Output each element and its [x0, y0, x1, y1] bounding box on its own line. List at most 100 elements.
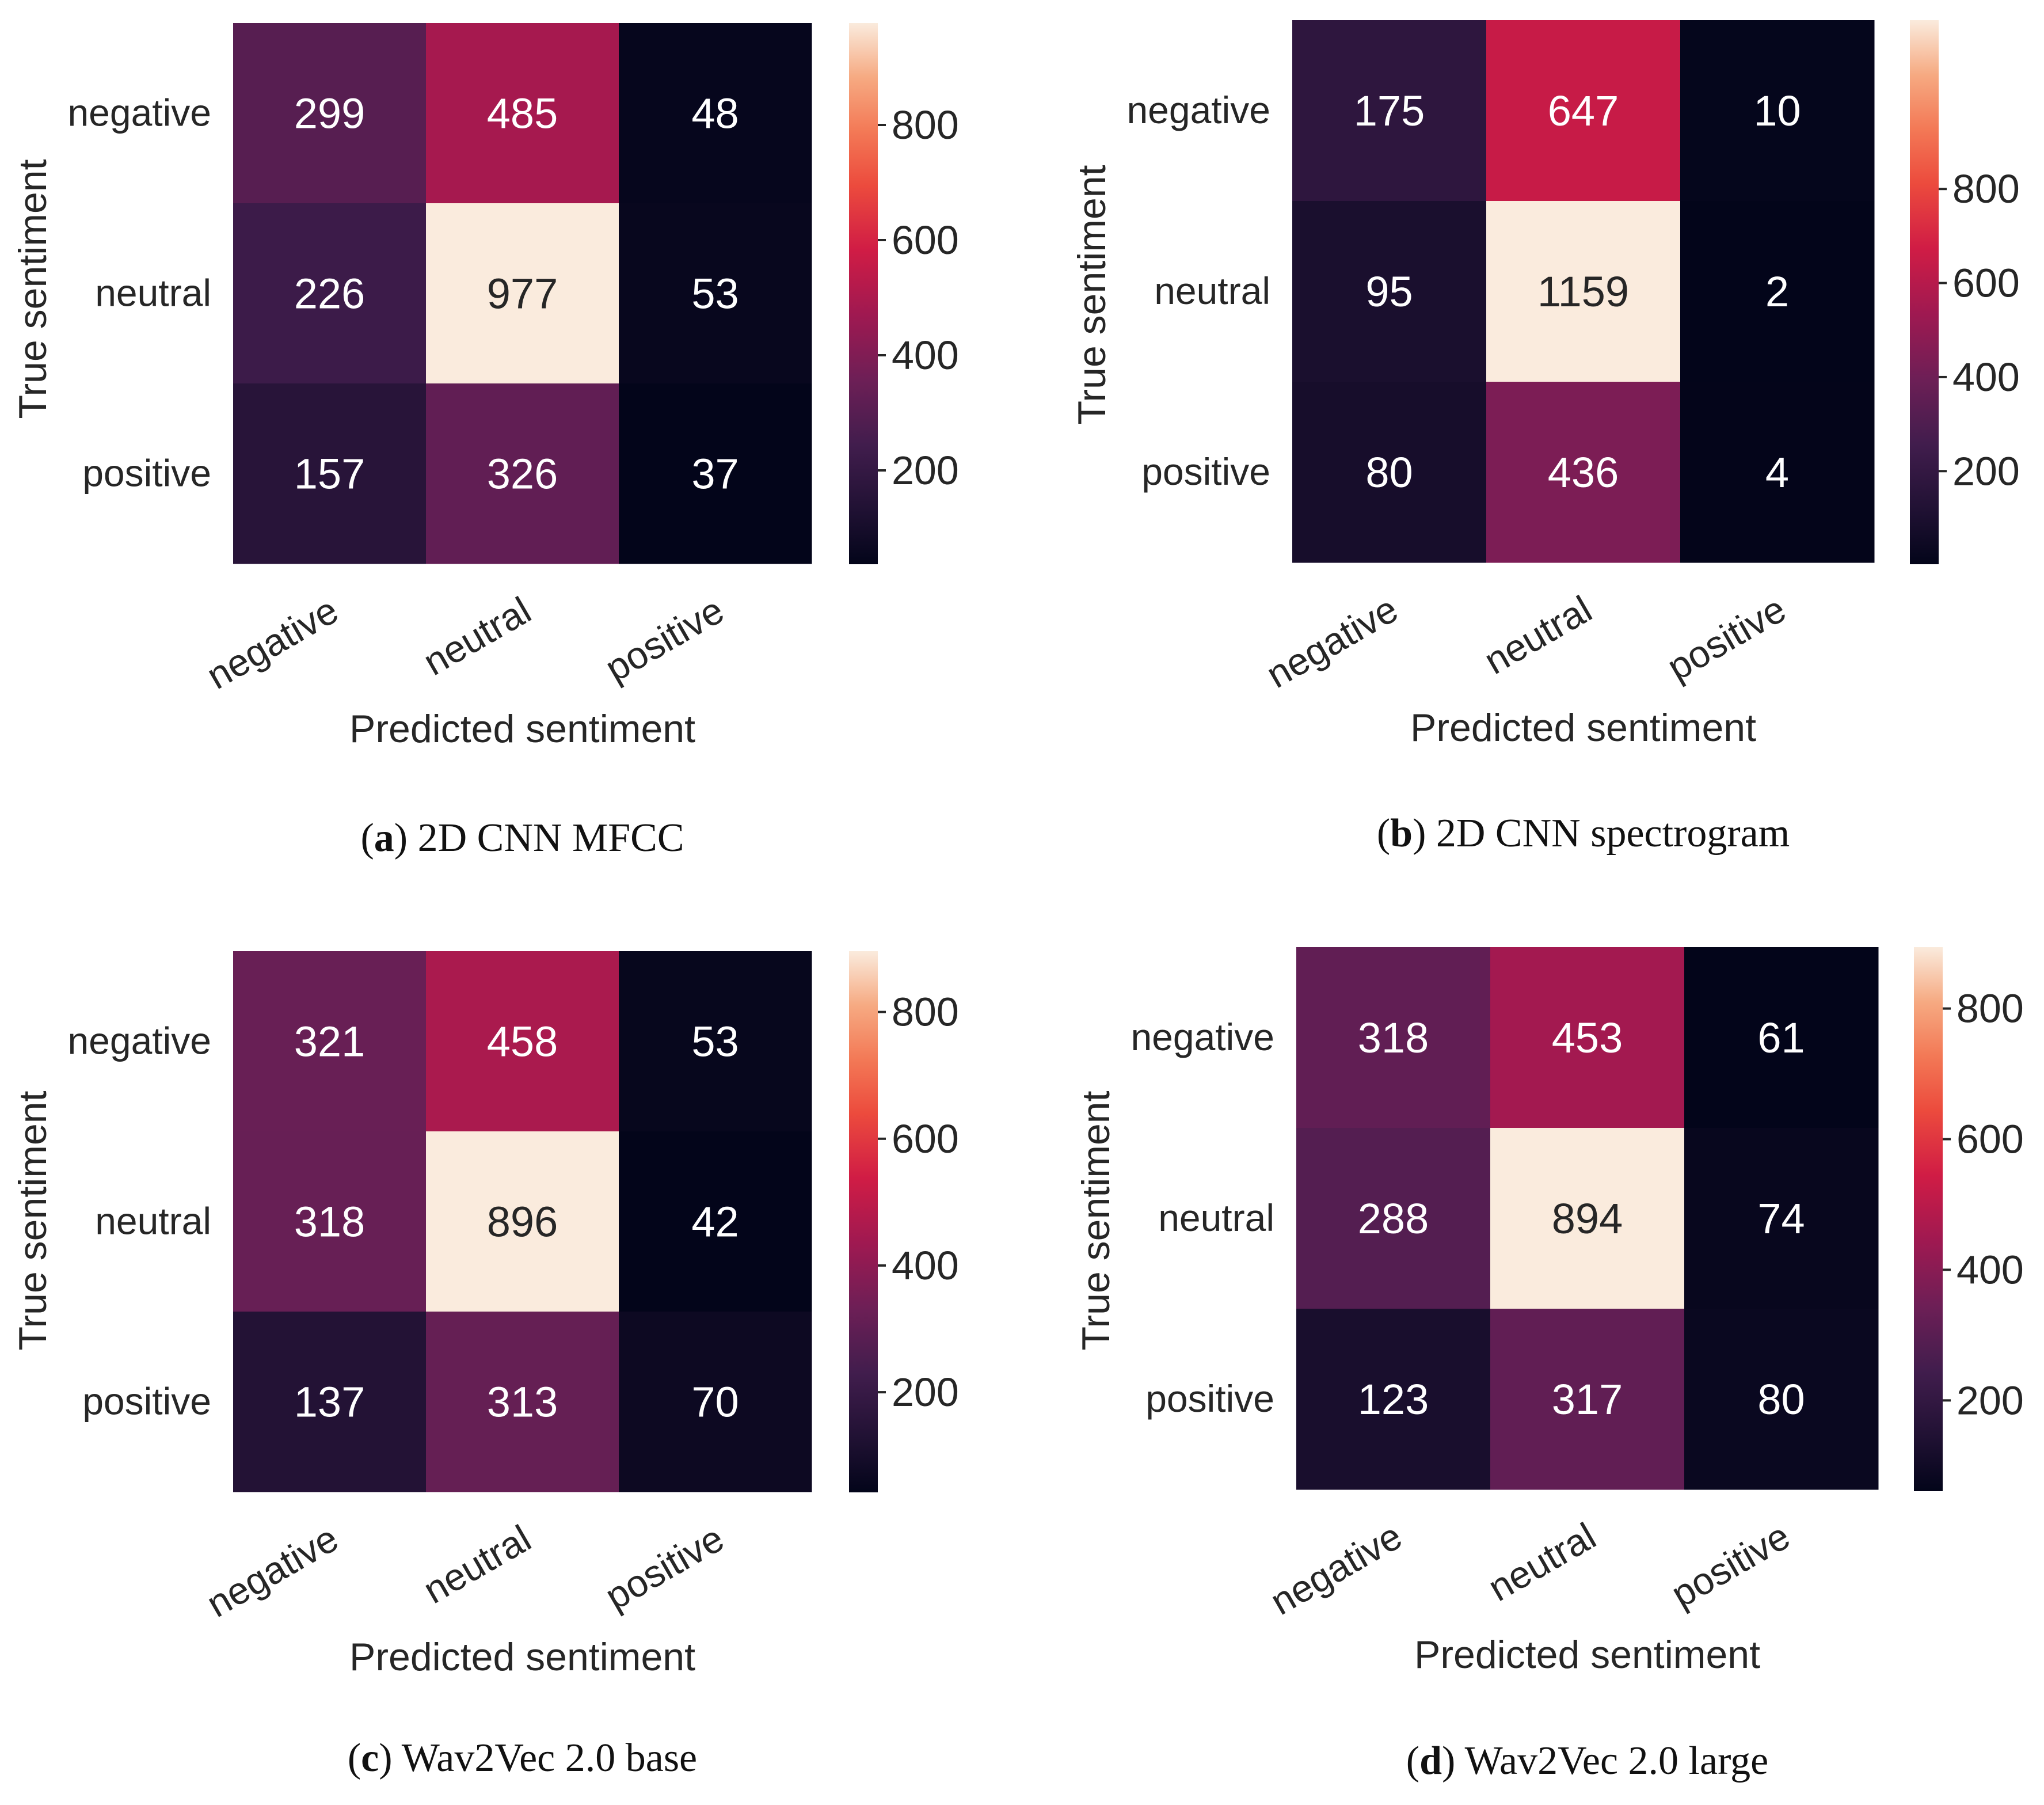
- panel-caption: (b) 2D CNN spectrogram: [1377, 811, 1790, 856]
- heatmap-cell: [1490, 1128, 1685, 1309]
- heatmap-cell: [1292, 20, 1487, 202]
- colorbar-tick-label: 200: [892, 448, 959, 493]
- x-tick-label: neutral: [416, 588, 538, 683]
- x-axis-label: Predicted sentiment: [1414, 1633, 1760, 1677]
- cell-value-label: 95: [1365, 268, 1413, 316]
- heatmap-cell: [619, 951, 812, 1132]
- heatmap-cell: [1486, 201, 1681, 382]
- heatmap-cell: [619, 23, 812, 204]
- colorbar-tick-label: 800: [892, 102, 959, 147]
- y-tick-label: negative: [1126, 89, 1270, 131]
- heatmap-cell: [426, 951, 619, 1132]
- cell-value-label: 4: [1765, 449, 1789, 496]
- x-tick-label: negative: [1259, 587, 1404, 696]
- cell-value-label: 53: [691, 1018, 739, 1066]
- x-tick-label: neutral: [1477, 587, 1599, 682]
- cell-value-label: 485: [487, 90, 558, 138]
- cell-value-label: 61: [1757, 1014, 1805, 1062]
- cell-value-label: 299: [294, 90, 365, 138]
- heatmap-cell: [233, 203, 427, 384]
- heatmap-cell: [1680, 201, 1875, 382]
- cell-value-label: 326: [487, 450, 558, 498]
- heatmap-cell: [619, 383, 812, 564]
- y-tick-label: positive: [82, 1380, 211, 1423]
- y-axis-label: True sentiment: [11, 159, 55, 419]
- x-tick-label: negative: [1263, 1514, 1409, 1623]
- caption-letter: b: [1390, 811, 1413, 856]
- colorbar-tick-label: 200: [1952, 449, 2020, 493]
- caption-letter: a: [374, 816, 394, 860]
- y-tick-label: neutral: [95, 1200, 211, 1242]
- x-axis-label: Predicted sentiment: [349, 707, 695, 751]
- cell-value-label: 318: [294, 1198, 365, 1246]
- y-axis-label: True sentiment: [11, 1090, 55, 1350]
- x-tick-label: positive: [598, 1517, 731, 1618]
- x-tick-label: neutral: [1481, 1514, 1603, 1609]
- cell-value-label: 453: [1552, 1014, 1623, 1062]
- heatmap-cell: [1296, 947, 1491, 1128]
- colorbar-tick-label: 200: [1957, 1378, 2024, 1423]
- caption-letter: d: [1419, 1739, 1442, 1783]
- caption-letter: c: [361, 1736, 379, 1780]
- y-tick-label: positive: [1141, 450, 1270, 493]
- cell-value-label: 226: [294, 270, 365, 318]
- heatmap-cell: [426, 1131, 619, 1312]
- heatmap-cell: [1486, 20, 1681, 202]
- caption-title: 2D CNN spectrogram: [1426, 811, 1790, 856]
- cell-value-label: 48: [691, 90, 739, 138]
- heatmap-cell: [1296, 1128, 1491, 1309]
- y-tick-label: positive: [82, 452, 211, 495]
- panel-caption: (d) Wav2Vec 2.0 large: [1406, 1739, 1768, 1783]
- cell-value-label: 321: [294, 1018, 365, 1066]
- cell-value-label: 313: [487, 1378, 558, 1426]
- x-tick-label: neutral: [416, 1517, 538, 1612]
- heatmap-cell: [233, 1131, 427, 1312]
- cell-value-label: 894: [1552, 1195, 1623, 1242]
- colorbar-tick-label: 200: [892, 1370, 959, 1415]
- caption-paren: ): [1442, 1739, 1455, 1783]
- heatmap-cell: [426, 383, 619, 564]
- heatmap-cell: [1292, 201, 1487, 382]
- heatmap-cell: [426, 203, 619, 384]
- cell-value-label: 896: [487, 1198, 558, 1246]
- colorbar-tick-label: 400: [1957, 1247, 2024, 1292]
- caption-title: Wav2Vec 2.0 base: [393, 1736, 698, 1780]
- x-tick-label: positive: [1664, 1514, 1797, 1616]
- cell-value-label: 977: [487, 270, 558, 318]
- heatmap-cell: [426, 1312, 619, 1492]
- cell-value-label: 157: [294, 450, 365, 498]
- colorbar-tick-label: 800: [1952, 166, 2020, 211]
- heatmap-cell: [1684, 1309, 1879, 1490]
- y-axis-label: True sentiment: [1074, 1090, 1118, 1350]
- x-axis-label: Predicted sentiment: [349, 1635, 695, 1679]
- heatmap-cell: [233, 1312, 427, 1492]
- cell-value-label: 53: [691, 270, 739, 318]
- cell-value-label: 458: [487, 1018, 558, 1066]
- heatmap-panel-d: 318 453 61 288 894 74 123 317 80 negative neutral p…: [1074, 947, 2024, 1783]
- colorbar: [849, 951, 878, 1492]
- heatmap-cell: [619, 1312, 812, 1492]
- heatmap-cell: [1680, 20, 1875, 202]
- colorbar: [849, 23, 878, 564]
- cell-value-label: 80: [1757, 1375, 1805, 1423]
- heatmap-cell: [1490, 947, 1685, 1128]
- caption-title: Wav2Vec 2.0 large: [1455, 1739, 1768, 1783]
- heatmap-cell: [1296, 1309, 1491, 1490]
- cell-value-label: 1159: [1537, 268, 1629, 316]
- colorbar-tick-label: 400: [892, 333, 959, 378]
- cell-value-label: 37: [691, 450, 739, 498]
- cell-value-label: 74: [1757, 1195, 1805, 1242]
- caption-paren: (: [1406, 1739, 1419, 1783]
- x-tick-label: negative: [199, 588, 345, 697]
- y-tick-label: neutral: [1154, 269, 1270, 312]
- cell-value-label: 2: [1765, 268, 1789, 316]
- heatmap-panel-b: 175 647 10 95 1159 2 80 436 4 negative neutral posi…: [1070, 20, 2020, 856]
- panel-caption: (a) 2D CNN MFCC: [360, 816, 684, 860]
- cell-value-label: 647: [1548, 87, 1619, 135]
- heatmap-cell: [233, 951, 427, 1132]
- caption-paren: (: [1377, 811, 1390, 856]
- y-tick-label: negative: [1131, 1016, 1274, 1058]
- cell-value-label: 137: [294, 1378, 365, 1426]
- panel-caption: (c) Wav2Vec 2.0 base: [348, 1736, 697, 1780]
- colorbar-tick-label: 400: [892, 1243, 959, 1288]
